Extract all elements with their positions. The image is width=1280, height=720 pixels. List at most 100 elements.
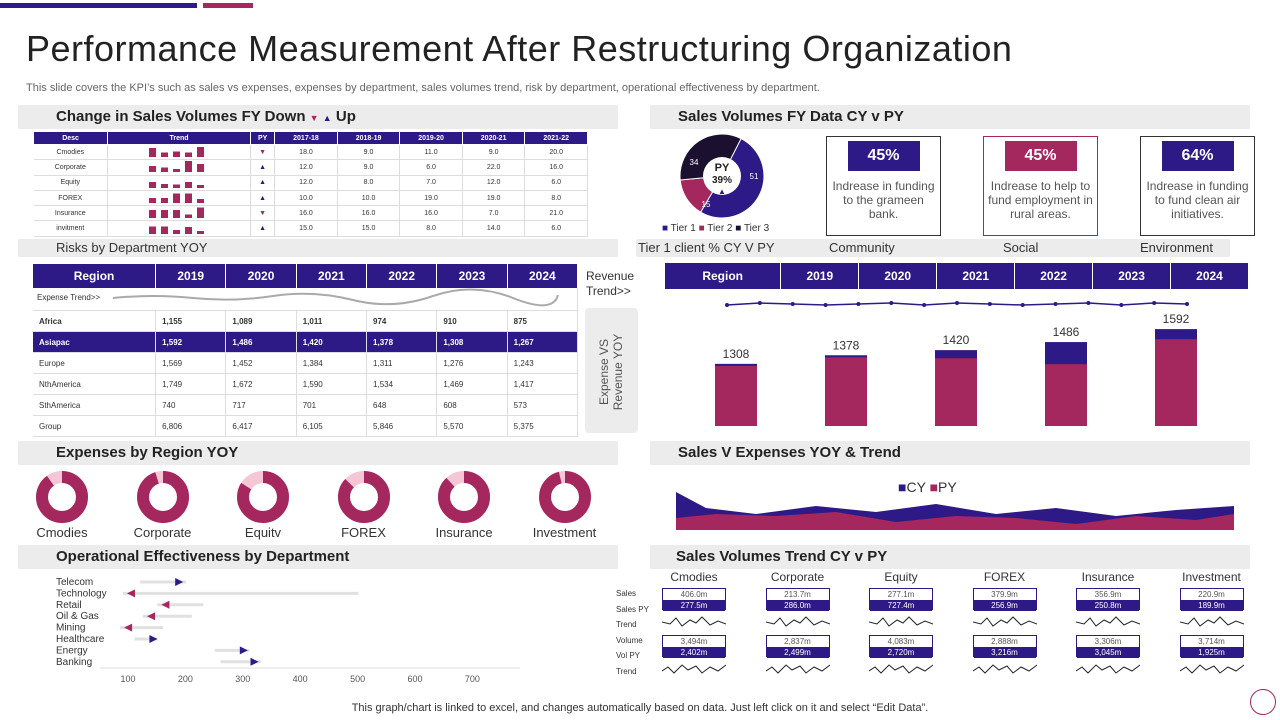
- top-accent-bar: [0, 3, 197, 8]
- revenue-bar: [935, 350, 977, 426]
- op-eff-label: Energy: [56, 645, 88, 656]
- kpi-caption-environment: Environment: [1140, 240, 1213, 255]
- value-cell: 16.0: [337, 205, 401, 222]
- op-eff-arrow-icon: [149, 635, 158, 643]
- donut-pct: 95%: [152, 493, 172, 504]
- vol-py-value: 3,216m: [973, 647, 1036, 658]
- value-cell: 19.0: [399, 190, 463, 207]
- revenue-bar-label: 1308: [723, 347, 750, 361]
- revenue-trend-point: [1119, 303, 1124, 307]
- section-header-sales-trend: Sales Volumes Trend CY v PY: [650, 545, 1250, 569]
- value-cell: 1,590: [296, 373, 368, 395]
- value-cell: 1,155: [155, 310, 227, 332]
- value-cell: 12.0: [274, 159, 338, 176]
- sales-sparkline: [1076, 616, 1140, 627]
- value-cell: 9.0: [337, 159, 401, 176]
- sales-value: 213.7m: [784, 590, 811, 599]
- value-cell: 1,384: [296, 352, 368, 374]
- section-header-sales-fy: Sales Volumes FY Data CY v PY: [650, 105, 1250, 129]
- value-cell: 717: [225, 394, 297, 416]
- value-cell: 10.0: [274, 190, 338, 207]
- risks-title: Risks by Department YOY: [56, 240, 208, 255]
- value-cell: 21.0: [524, 205, 588, 222]
- value-cell: 7.0: [462, 205, 526, 222]
- value-cell: 1,308: [436, 331, 508, 353]
- table-row: Africa 1,155 1,089 1,011 974 910 875: [33, 310, 579, 332]
- value-cell: 6,105: [296, 415, 368, 437]
- sales-py-value: 250.8m: [1077, 600, 1139, 611]
- donut-pct: 87%: [353, 493, 373, 504]
- value-cell: 1,749: [155, 373, 227, 395]
- sales-box: 379.9m 256.9m: [972, 588, 1037, 611]
- value-cell: 1,469: [436, 373, 508, 395]
- footer-note: This graph/chart is linked to excel, and…: [351, 702, 929, 714]
- row-desc: invitment: [33, 220, 109, 237]
- donut-label: Equitv: [244, 525, 282, 540]
- donut-value: [36, 471, 88, 523]
- sparkline-path: [1076, 664, 1140, 674]
- trend-bar: [197, 147, 205, 158]
- legend-square-icon: ■: [735, 223, 742, 234]
- table-row: NthAmerica 1,749 1,672 1,590 1,534 1,469 1,417: [33, 373, 579, 395]
- table-row: invitment ▲ 15.0 15.0 8.0 14.0 6.0: [33, 220, 588, 237]
- value-cell: 608: [436, 394, 508, 416]
- value-cell: 910: [436, 310, 508, 332]
- value-cell: 19.0: [462, 190, 526, 207]
- trend-cell: [107, 190, 251, 207]
- expense-donut: 87%: [337, 471, 390, 523]
- sparkline-path: [972, 616, 1037, 627]
- expense-trend-row: Expense Trend>>: [33, 288, 578, 311]
- value-cell: 12.0: [462, 175, 526, 191]
- sparkline-path: [972, 664, 1037, 674]
- donut-pct: 96%: [554, 493, 574, 504]
- revenue-bar: [825, 355, 867, 426]
- trend-bars: [149, 226, 205, 234]
- captions-row: Tier 1 client % CY V PY Community Social…: [636, 239, 1230, 257]
- trend-bar: [185, 152, 193, 158]
- value-cell: 1,486: [225, 331, 297, 353]
- trend-bar: [161, 210, 169, 219]
- trend-bar: [173, 193, 181, 204]
- sales-box: 213.7m 286.0m: [765, 588, 830, 611]
- revenue-trend-label: Revenue Trend>>: [586, 269, 635, 298]
- py-indicator-icon: ▼: [250, 144, 276, 161]
- corner-circle-icon: [1250, 689, 1276, 715]
- value-cell: 1,267: [507, 331, 579, 353]
- row-desc: Equity: [33, 175, 109, 191]
- sparkline-path: [869, 616, 933, 627]
- revenue-bar: [1155, 329, 1197, 426]
- value-cell: 648: [366, 394, 438, 416]
- row-desc: Insurance: [33, 205, 109, 222]
- volume-box: 3,494m 2,402m: [662, 635, 726, 658]
- op-eff-tick: 500: [350, 674, 365, 684]
- volume-value: 2,837m: [784, 637, 811, 646]
- op-eff-label: Banking: [56, 657, 92, 668]
- volume-sparkline: [662, 664, 726, 674]
- trend-bar: [185, 214, 193, 219]
- trend-bar: [173, 229, 181, 234]
- value-cell: 1,569: [155, 352, 227, 374]
- trend-bars: [149, 193, 205, 204]
- sparkline-path: [1179, 664, 1244, 674]
- py-indicator-icon: ▲: [250, 175, 276, 191]
- volume-box: 2,837m 2,499m: [765, 635, 830, 658]
- value-cell: 875: [507, 310, 579, 332]
- trend-bar: [185, 181, 193, 188]
- revenue-header: 2020: [858, 263, 938, 289]
- op-eff-arrow-icon: [175, 578, 184, 586]
- volume-sparkline: [869, 664, 933, 674]
- trend-bar: [149, 148, 157, 158]
- value-cell: 1,089: [225, 310, 297, 332]
- vol-py-value: 2,720m: [870, 647, 932, 658]
- expense-trend-label: Expense Trend>>: [37, 293, 101, 302]
- op-eff-title: Operational Effectiveness by Department: [56, 548, 350, 565]
- risks-header: 2021: [296, 264, 368, 288]
- value-cell: 1,672: [225, 373, 297, 395]
- donut-pct: 84%: [253, 493, 273, 504]
- revenue-header: 2023: [1092, 263, 1172, 289]
- trend-cell: [107, 144, 251, 161]
- kpi-caption-social: Social: [1003, 240, 1039, 255]
- value-cell: 18.0: [274, 144, 338, 161]
- value-cell: 1,534: [366, 373, 438, 395]
